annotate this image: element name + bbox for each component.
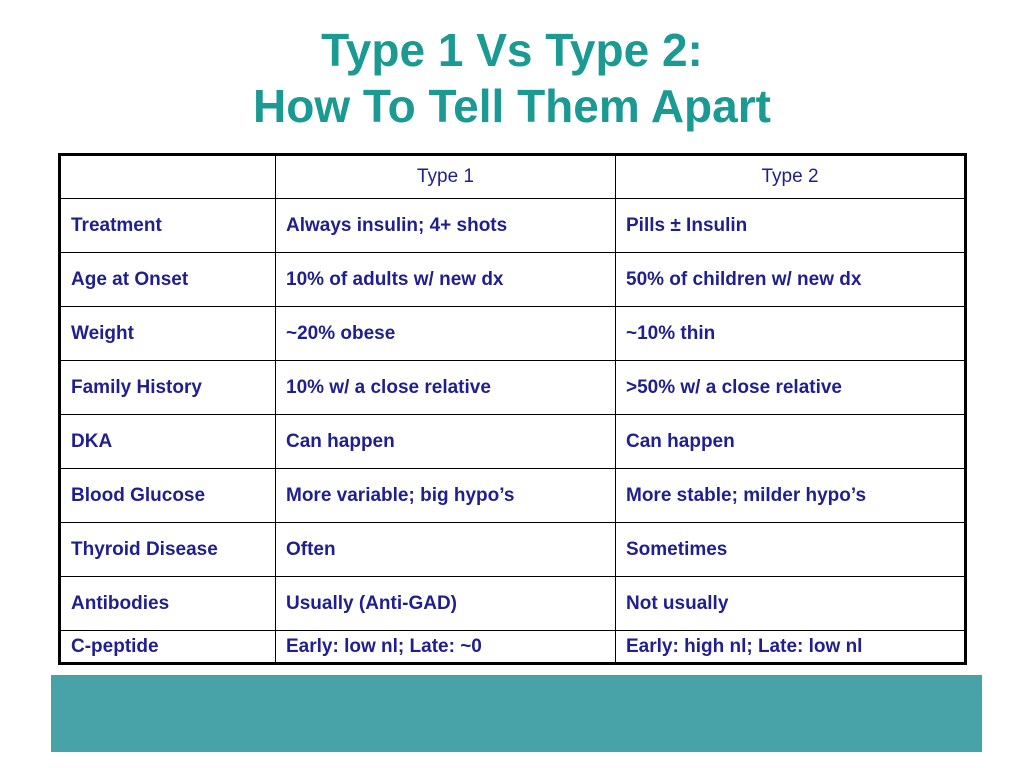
type-2-cell: ~10% thin <box>615 306 966 362</box>
type-2-cell: Sometimes <box>615 522 966 578</box>
comparison-table: Type 1 Type 2 Treatment Always insulin; … <box>58 153 967 665</box>
table-row: Age at Onset 10% of adults w/ new dx 50%… <box>59 252 966 308</box>
type-2-cell: Can happen <box>615 414 966 470</box>
row-label: Antibodies <box>59 576 276 632</box>
type-1-cell: Often <box>275 522 616 578</box>
row-label: DKA <box>59 414 276 470</box>
table-row: DKA Can happen Can happen <box>59 414 966 470</box>
type-1-cell: ~20% obese <box>275 306 616 362</box>
row-label: Family History <box>59 360 276 416</box>
table-header-row: Type 1 Type 2 <box>59 154 966 199</box>
table-row: Family History 10% w/ a close relative >… <box>59 360 966 416</box>
type-1-cell: Early: low nl; Late: ~0 <box>275 630 616 664</box>
type-1-cell: Usually (Anti-GAD) <box>275 576 616 632</box>
type-1-cell: 10% of adults w/ new dx <box>275 252 616 308</box>
type-2-cell: >50% w/ a close relative <box>615 360 966 416</box>
type-1-cell: Always insulin; 4+ shots <box>275 197 616 254</box>
row-label: Age at Onset <box>59 252 276 308</box>
type-2-cell: Early: high nl; Late: low nl <box>615 630 966 664</box>
row-label: Thyroid Disease <box>59 522 276 578</box>
type-2-cell: Pills ± Insulin <box>615 197 966 254</box>
header-cell-type-1: Type 1 <box>275 154 616 199</box>
table-row: Antibodies Usually (Anti-GAD) Not usuall… <box>59 576 966 632</box>
footer-band <box>51 675 982 752</box>
row-label: Treatment <box>59 197 276 254</box>
type-1-cell: Can happen <box>275 414 616 470</box>
type-2-cell: 50% of children w/ new dx <box>615 252 966 308</box>
row-label: Blood Glucose <box>59 468 276 524</box>
type-1-cell: More variable; big hypo’s <box>275 468 616 524</box>
row-label: Weight <box>59 306 276 362</box>
table-row: Weight ~20% obese ~10% thin <box>59 306 966 362</box>
row-label: C-peptide <box>59 630 276 664</box>
slide-title: Type 1 Vs Type 2: How To Tell Them Apart <box>0 22 1024 134</box>
type-1-cell: 10% w/ a close relative <box>275 360 616 416</box>
table-row: Blood Glucose More variable; big hypo’s … <box>59 468 966 524</box>
header-cell-empty <box>59 154 276 199</box>
slide-title-line-2: How To Tell Them Apart <box>253 80 771 132</box>
header-cell-type-2: Type 2 <box>615 154 966 199</box>
table-row: Thyroid Disease Often Sometimes <box>59 522 966 578</box>
table-row: C-peptide Early: low nl; Late: ~0 Early:… <box>59 630 966 664</box>
type-2-cell: Not usually <box>615 576 966 632</box>
type-2-cell: More stable; milder hypo’s <box>615 468 966 524</box>
slide-title-line-1: Type 1 Vs Type 2: <box>321 24 703 76</box>
table-row: Treatment Always insulin; 4+ shots Pills… <box>59 197 966 254</box>
